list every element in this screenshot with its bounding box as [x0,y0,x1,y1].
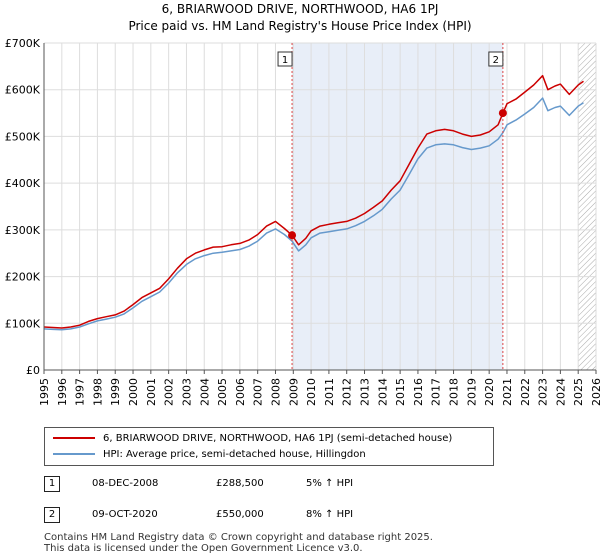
x-tick-label: 1999 [109,378,122,406]
legend-item-hpi: HPI: Average price, semi-detached house,… [53,447,366,461]
y-tick-label: £400K [5,177,41,190]
x-tick-label: 2008 [269,378,282,406]
x-tick-label: 2004 [198,378,211,406]
price-chart: 1 2 £0 £100K £200K £300K £400K £500K £600K £700K… [5,37,600,406]
transaction-price: £550,000 [216,509,264,520]
transaction-hpi-change: 8% ↑ HPI [306,509,354,520]
x-tick-label: 2026 [590,378,600,406]
x-tick-label: 2002 [163,378,176,406]
x-tick-label: 2009 [287,378,300,406]
chart-title: 6, BRIARWOOD DRIVE, NORTHWOOD, HA6 1PJ [161,2,439,16]
x-tick-label: 2012 [341,378,354,406]
transaction-number-badge: 2 [44,507,60,523]
x-tick-label: 2005 [216,378,229,406]
sale-label-box [277,51,293,67]
x-tick-label: 2023 [537,378,550,406]
legend-blue-swatch [53,453,95,455]
legend: 6, BRIARWOOD DRIVE, NORTHWOOD, HA6 1PJ (… [44,427,494,466]
y-tick-label: £700K [5,37,41,50]
sale-label-text: 1 [282,55,288,66]
y-tick-label: £300K [5,224,41,237]
x-tick-label: 2022 [519,378,532,406]
footer-copyright: Contains HM Land Registry data © Crown c… [44,532,433,543]
legend-hpi-label: HPI: Average price, semi-detached house,… [103,448,366,460]
legend-item-price: 6, BRIARWOOD DRIVE, NORTHWOOD, HA6 1PJ (… [53,431,452,445]
transaction-price: £288,500 [216,478,264,489]
y-tick-label: £600K [5,84,41,97]
transaction-row: 1 08-DEC-2008 £288,500 5% ↑ HPI [44,476,444,494]
legend-price-label: 6, BRIARWOOD DRIVE, NORTHWOOD, HA6 1PJ (… [103,432,453,444]
transaction-number-badge: 1 [44,476,60,492]
sale-point [498,109,507,118]
x-tick-label: 2019 [465,378,478,406]
hpi-line [43,97,584,331]
y-tick-label: £0 [26,364,40,377]
sale-label-box [488,51,504,67]
transaction-row: 2 09-OCT-2020 £550,000 8% ↑ HPI [44,507,444,525]
sale-label-text: 2 [493,55,499,66]
x-tick-label: 2015 [394,378,407,406]
x-tick-label: 2025 [572,378,585,406]
x-tick-label: 2024 [554,378,567,406]
sale-point [288,231,297,240]
legend-red-swatch [53,437,95,439]
x-tick-label: 1998 [91,378,104,406]
transaction-hpi-change: 5% ↑ HPI [306,478,354,489]
x-tick-label: 2021 [501,378,514,406]
x-tick-label: 2003 [180,378,193,406]
x-tick-label: 2007 [252,378,265,406]
transaction-date: 09-OCT-2020 [92,509,158,520]
footer-licence: This data is licensed under the Open Gov… [44,543,363,554]
y-tick-label: £500K [5,130,41,143]
y-tick-label: £200K [5,271,41,284]
x-tick-label: 2018 [448,378,461,406]
future-hatch-region [578,43,596,370]
ownership-shaded-region [292,43,503,370]
x-tick-label: 2010 [305,378,318,406]
x-tick-label: 2014 [376,378,389,406]
x-tick-label: 2000 [127,378,140,406]
chart-subtitle: Price paid vs. HM Land Registry's House … [128,19,472,33]
footer: Contains HM Land Registry data © Crown c… [44,532,433,554]
x-tick-label: 2016 [412,378,425,406]
x-tick-label: 1996 [56,378,69,406]
x-tick-label: 1995 [38,378,51,406]
x-tick-label: 2011 [323,378,336,406]
x-tick-label: 2006 [234,378,247,406]
transaction-date: 08-DEC-2008 [92,478,159,489]
x-tick-label: 2001 [145,378,158,406]
x-tick-label: 2013 [359,378,372,406]
x-tick-label: 1997 [74,378,87,406]
x-tick-label: 2020 [483,378,496,406]
y-tick-label: £100K [5,317,41,330]
x-tick-label: 2017 [430,378,443,406]
